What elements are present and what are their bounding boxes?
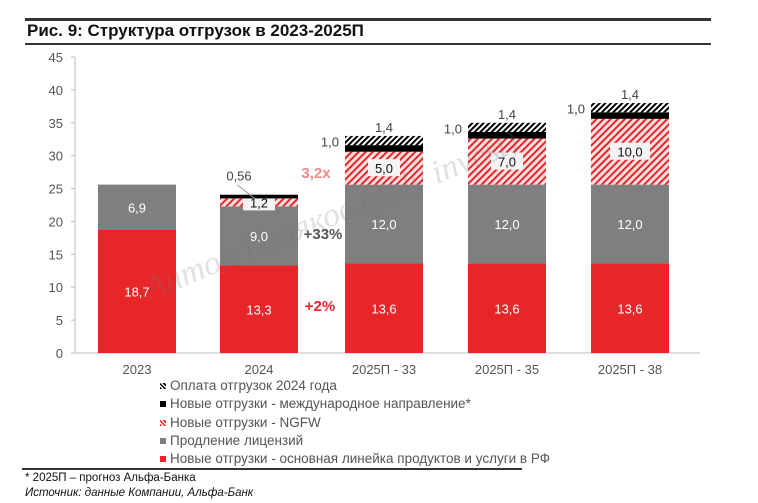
bar-segment: [468, 263, 546, 353]
title-rule: [25, 43, 711, 45]
data-label: 13,3: [246, 302, 271, 317]
chart-title: Рис. 9: Структура отгрузок в 2023-2025П: [27, 21, 364, 40]
legend-item: Продление лицензий: [160, 432, 550, 450]
y-tick-label: 40: [49, 83, 63, 98]
legend-item: Новые отгрузки - основная линейка продук…: [160, 450, 550, 468]
legend-swatch: [160, 419, 166, 426]
watermark: Антон Поляков (poly invest): [137, 123, 523, 308]
data-label: 6,9: [128, 200, 146, 215]
legend-label: Новые отгрузки - NGFW: [170, 414, 321, 430]
data-label-bg: [491, 152, 523, 170]
y-tick-label: 5: [56, 313, 63, 328]
y-tick-label: 15: [49, 247, 63, 262]
bar-segment: [98, 229, 176, 353]
top-rule: [25, 18, 711, 21]
x-tick-label: 2024: [245, 362, 274, 377]
y-tick-label: 30: [49, 149, 63, 164]
annotation: +2%: [305, 298, 335, 315]
data-label: 12,0: [494, 217, 519, 232]
legend: Оплата отгрузок 2024 года Новые отгрузки …: [160, 377, 550, 468]
bar-segment: [345, 145, 423, 152]
legend-swatch: [160, 383, 166, 390]
data-label: 13,6: [371, 301, 396, 316]
legend-item: Новые отгрузки - международное направлен…: [160, 395, 550, 413]
data-label: 1,0: [321, 134, 339, 149]
data-label: 1,4: [621, 87, 639, 102]
leader-line: [236, 184, 256, 200]
bar-segment: [345, 135, 423, 146]
bar-segment: [591, 184, 669, 264]
y-tick-label: 25: [49, 182, 63, 197]
data-label: 1,4: [375, 120, 393, 135]
legend-swatch: [160, 438, 166, 445]
bar-segment: [220, 194, 298, 199]
bar-segment: [591, 263, 669, 353]
data-label: 1,4: [498, 107, 516, 122]
data-label: 0,56: [226, 169, 251, 184]
bar-segment: [220, 206, 298, 266]
footnote: * 2025П – прогноз Альфа-Банка: [25, 472, 196, 484]
data-label: 12,0: [371, 217, 396, 232]
data-label: 13,6: [494, 301, 519, 316]
x-tick-label: 2025П - 33: [352, 362, 416, 377]
data-label-bg: [610, 142, 650, 160]
legend-label: Новые отгрузки - международное направлен…: [170, 396, 471, 412]
data-label: 12,0: [617, 217, 642, 232]
legend-item: Новые отгрузки - NGFW: [160, 414, 550, 432]
y-tick-label: 35: [49, 116, 63, 131]
annotation: 3,2x: [301, 165, 331, 182]
bar-segment: [98, 184, 176, 230]
data-label: 1,0: [567, 102, 585, 117]
y-tick-label: 20: [49, 214, 63, 229]
data-label-bg: [368, 159, 400, 177]
bar-segment: [345, 184, 423, 264]
legend-item: Оплата отгрузок 2024 года: [160, 377, 550, 395]
bar-segment: [468, 131, 546, 139]
footer-rule: [22, 468, 522, 470]
legend-label: Оплата отгрузок 2024 года: [170, 378, 337, 393]
legend-swatch: [160, 456, 166, 463]
bar-segment: [468, 184, 546, 264]
bar-segment: [468, 122, 546, 132]
annotation: +33%: [304, 226, 343, 243]
x-tick-label: 2023: [123, 362, 152, 377]
data-label: 9,0: [250, 229, 268, 244]
y-tick-label: 45: [49, 50, 63, 65]
y-tick-label: 0: [56, 346, 63, 361]
data-label: 7,0: [498, 155, 516, 170]
legend-label: Новые отгрузки - основная линейка продук…: [170, 451, 550, 467]
x-tick-label: 2025П - 35: [475, 362, 539, 377]
data-label: 10,0: [617, 145, 642, 160]
bar-segment: [591, 103, 669, 113]
data-label: 5,0: [375, 161, 393, 176]
bar-segment: [220, 265, 298, 353]
bar-segment: [591, 112, 669, 119]
data-label: 18,7: [124, 284, 149, 299]
legend-label: Продление лицензий: [170, 432, 304, 448]
x-tick-label: 2025П - 38: [598, 362, 662, 377]
source-note: Источник: данные Компании, Альфа-Банк: [25, 487, 254, 499]
bar-segment: [345, 263, 423, 353]
data-label: 13,6: [617, 301, 642, 316]
data-label: 1,0: [444, 121, 462, 136]
legend-swatch: [160, 401, 166, 408]
y-tick-label: 10: [49, 280, 63, 295]
data-label: 1,2: [250, 195, 268, 210]
